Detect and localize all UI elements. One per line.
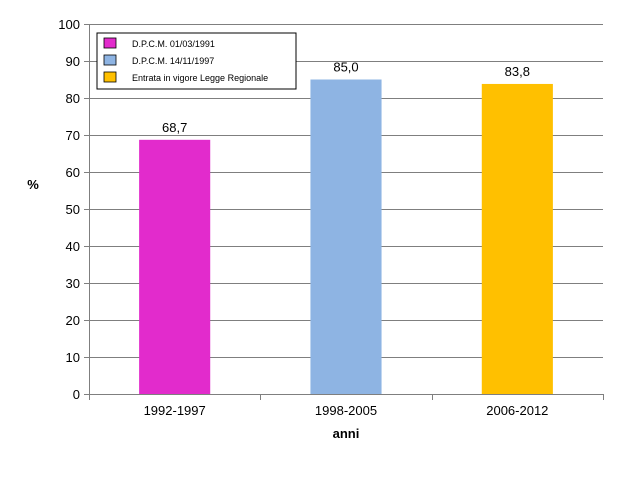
y-tick-label: 60 <box>66 165 80 180</box>
legend-swatch-2 <box>103 54 117 66</box>
legend-label-1: D.P.C.M. 01/03/1991 <box>132 39 215 49</box>
y-tick-label: 40 <box>66 239 80 254</box>
y-tick-label: 90 <box>66 54 80 69</box>
y-tick-label: 20 <box>66 313 80 328</box>
legend-label-2: D.P.C.M. 14/11/1997 <box>132 56 214 66</box>
legend-swatch-3 <box>103 71 117 83</box>
x-tick-label: 1992-1997 <box>144 403 206 418</box>
legend: D.P.C.M. 01/03/1991 D.P.C.M. 14/11/1997 … <box>96 32 297 90</box>
data-label: 83,8 <box>505 64 530 79</box>
bar-1998-2005 <box>310 79 382 394</box>
bars <box>139 79 553 394</box>
y-tick-label: 10 <box>66 350 80 365</box>
x-tick-label: 2006-2012 <box>486 403 548 418</box>
axes <box>84 24 604 400</box>
legend-swatch-1 <box>103 37 117 49</box>
y-axis-title: % <box>27 177 39 192</box>
y-tick-label: 100 <box>58 17 80 32</box>
bar-1992-1997 <box>139 139 211 394</box>
data-label: 85,0 <box>333 60 358 75</box>
y-tick-label: 70 <box>66 128 80 143</box>
data-label: 68,7 <box>162 120 187 135</box>
x-axis-title: anni <box>333 426 360 441</box>
legend-label-3: Entrata in vigore Legge Regionale <box>132 73 268 83</box>
y-tick-label: 0 <box>73 387 80 402</box>
legend-box <box>96 32 297 90</box>
y-tick-label: 80 <box>66 91 80 106</box>
x-tick-label: 1998-2005 <box>315 403 377 418</box>
y-tick-label: 30 <box>66 276 80 291</box>
bar-2006-2012 <box>481 83 553 394</box>
tick-labels: 0 10 20 30 40 50 60 70 80 90 100 1992-1997 1998-2005… <box>58 17 548 418</box>
y-tick-label: 50 <box>66 202 80 217</box>
data-labels: 68,7 85,0 83,8 <box>162 60 530 135</box>
